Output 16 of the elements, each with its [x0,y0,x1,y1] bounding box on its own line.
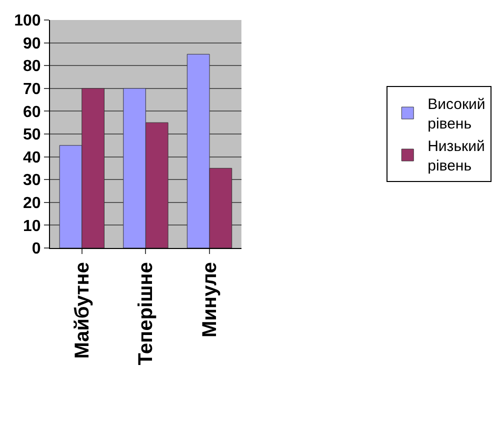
y-tick-label: 40 [23,149,41,166]
y-tick-label: 90 [23,35,41,52]
y-tick-label: 70 [23,81,41,98]
y-tick-label: 50 [23,126,41,144]
y-tick-label: 20 [23,195,41,212]
y-tick-label: 80 [23,58,41,76]
legend-label: Високий рівень [428,96,486,133]
y-tick-label: 10 [23,218,41,235]
legend-label: Низький рівень [428,138,485,175]
y-tick-label: 30 [23,172,41,190]
y-tick-label: 0 [32,240,41,258]
x-tick-label: Майбутне [71,262,94,359]
y-tick-label: 60 [23,104,41,121]
y-tick-label: 100 [14,12,41,30]
x-tick-label: Минуле [199,262,221,338]
x-tick-label: Теперішне [135,262,158,366]
